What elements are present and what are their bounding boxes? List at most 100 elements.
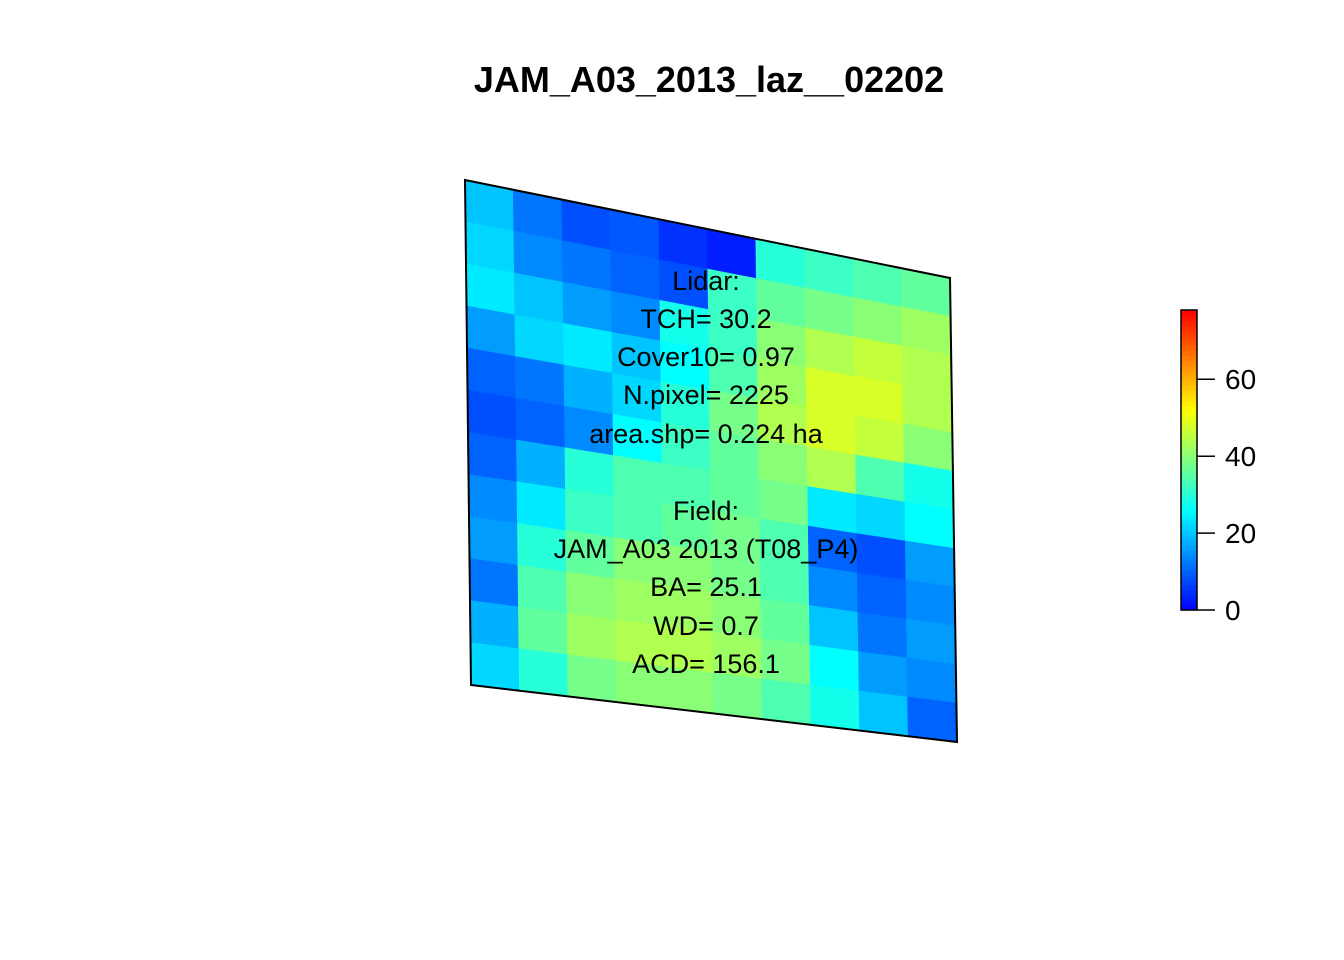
annotation-line: BA= 25.1 <box>650 572 762 602</box>
colorbar-segment <box>1181 345 1197 351</box>
raster-cell <box>855 493 907 542</box>
colorbar-segment <box>1181 580 1197 586</box>
raster-cell <box>515 397 566 449</box>
colorbar-segment <box>1181 470 1197 476</box>
colorbar-segment <box>1181 500 1197 506</box>
raster-cell <box>566 613 617 662</box>
colorbar-segment <box>1181 535 1197 541</box>
plot-boundary <box>463 178 959 744</box>
colorbar-segment <box>1181 390 1197 396</box>
canopy-height-raster <box>464 179 958 743</box>
raster-cell <box>907 696 958 743</box>
colorbar-segment <box>1181 320 1197 326</box>
annotation-line: Field: <box>673 496 739 526</box>
colorbar-segment <box>1181 355 1197 361</box>
raster-cell <box>906 657 957 704</box>
raster-cell <box>759 558 811 607</box>
raster-cell <box>468 516 519 567</box>
colorbar-segment <box>1181 365 1197 371</box>
raster-cell <box>808 605 860 653</box>
colorbar-segment <box>1181 465 1197 471</box>
raster-cell <box>567 654 618 703</box>
raster-cell <box>564 447 615 498</box>
raster-cell <box>468 558 520 608</box>
colorbar-segment <box>1181 520 1197 526</box>
colorbar-frame <box>1180 309 1198 611</box>
raster-cell <box>858 690 909 737</box>
colorbar-segment <box>1181 440 1197 446</box>
raster-cell <box>904 540 956 588</box>
colorbar-segment <box>1181 370 1197 376</box>
colorbar-tick-label: 0 <box>1225 595 1241 626</box>
colorbar-tick-label: 40 <box>1225 441 1256 472</box>
colorbar-segment <box>1181 540 1197 546</box>
colorbar-segment <box>1181 375 1197 381</box>
colorbar-tick-label: 20 <box>1225 518 1256 549</box>
colorbar-segment <box>1181 515 1197 521</box>
raster-cell <box>469 600 520 650</box>
colorbar-segment <box>1181 405 1197 411</box>
raster-cell <box>613 455 664 505</box>
colorbar-segment <box>1181 325 1197 331</box>
colorbar-segment <box>1181 545 1197 551</box>
raster-cell <box>467 431 518 483</box>
raster-cell <box>760 598 811 647</box>
colorbar-segment <box>1181 350 1197 356</box>
colorbar-segment <box>1181 585 1197 591</box>
colorbar-segment <box>1181 575 1197 581</box>
raster-cell <box>516 439 567 490</box>
colorbar-segment <box>1181 530 1197 536</box>
raster-cell <box>807 486 858 535</box>
colorbar-segment <box>1181 360 1197 366</box>
raster-cell <box>712 672 764 720</box>
color-legend: 0 20 40 60 <box>1180 309 1256 626</box>
colorbar-segment <box>1181 570 1197 576</box>
colorbar-segment <box>1181 605 1197 611</box>
raster-cell <box>517 564 568 615</box>
raster-cell <box>758 478 809 527</box>
colorbar-segment <box>1181 385 1197 391</box>
annotation-line: N.pixel= 2225 <box>623 380 789 410</box>
annotation-line: JAM_A03 2013 (T08_P4) <box>554 534 859 564</box>
raster-cell <box>466 347 517 400</box>
colorbar-segment <box>1181 485 1197 491</box>
raster-cell <box>809 644 860 692</box>
raster-cell <box>906 618 957 666</box>
colorbar-segment <box>1181 415 1197 421</box>
raster-cell <box>857 612 908 659</box>
colorbar-segment <box>1181 475 1197 481</box>
colorbar-segment <box>1181 550 1197 556</box>
annotation-line: WD= 0.7 <box>653 611 759 641</box>
raster-cell <box>516 481 567 532</box>
raster-cell <box>518 648 569 697</box>
colorbar-segment <box>1181 460 1197 466</box>
colorbar-segment <box>1181 395 1197 401</box>
colorbar-segment <box>1181 315 1197 321</box>
raster-cell <box>856 533 907 581</box>
colorbar-segment <box>1181 590 1197 596</box>
colorbar-segment <box>1181 600 1197 606</box>
colorbar-segment <box>1181 555 1197 561</box>
colorbar-segment <box>1181 525 1197 531</box>
chart-title: JAM_A03_2013_laz__02202 <box>474 59 944 100</box>
annotation-line: Lidar: <box>672 266 740 296</box>
colorbar-segment <box>1181 335 1197 341</box>
colorbar-segment <box>1181 560 1197 566</box>
annotation-line: Cover10= 0.97 <box>617 342 795 372</box>
colorbar-segment <box>1181 480 1197 486</box>
colorbar-segment <box>1181 340 1197 346</box>
colorbar-segment <box>1181 410 1197 416</box>
colorbar-segment <box>1181 400 1197 406</box>
raster-cell <box>856 572 908 620</box>
raster-cell <box>761 678 812 726</box>
colorbar-segment <box>1181 445 1197 451</box>
colorbar-segment <box>1181 310 1197 316</box>
raster-cell <box>518 606 569 656</box>
colorbar-segment <box>1181 505 1197 511</box>
colorbar-segment <box>1181 490 1197 496</box>
colorbar-tick-label: 60 <box>1225 364 1256 395</box>
annotation-line: area.shp= 0.224 ha <box>589 419 823 449</box>
colorbar-segment <box>1181 430 1197 436</box>
colorbar-segment <box>1181 510 1197 516</box>
